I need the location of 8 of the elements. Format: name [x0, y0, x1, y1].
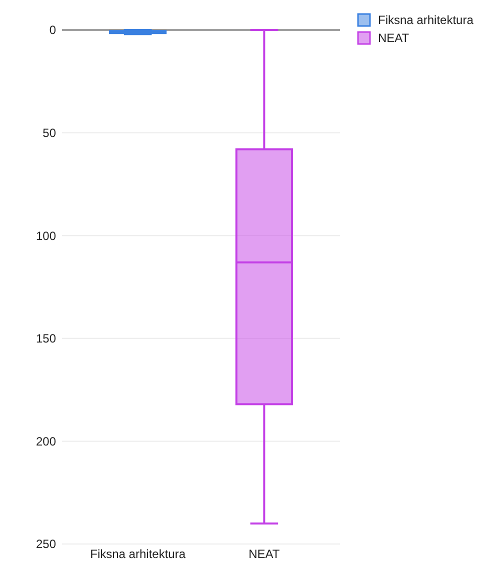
legend-label: Fiksna arhitektura	[378, 13, 474, 28]
y-tick-label: 100	[36, 228, 56, 243]
y-tick-label: 150	[36, 332, 56, 346]
y-tick-label: 250	[36, 537, 56, 552]
y-tick-label: 200	[36, 434, 56, 448]
y-tick-label: 0	[49, 23, 56, 38]
legend-label: NEAT	[378, 31, 410, 46]
y-tick-label: 50	[42, 126, 56, 140]
